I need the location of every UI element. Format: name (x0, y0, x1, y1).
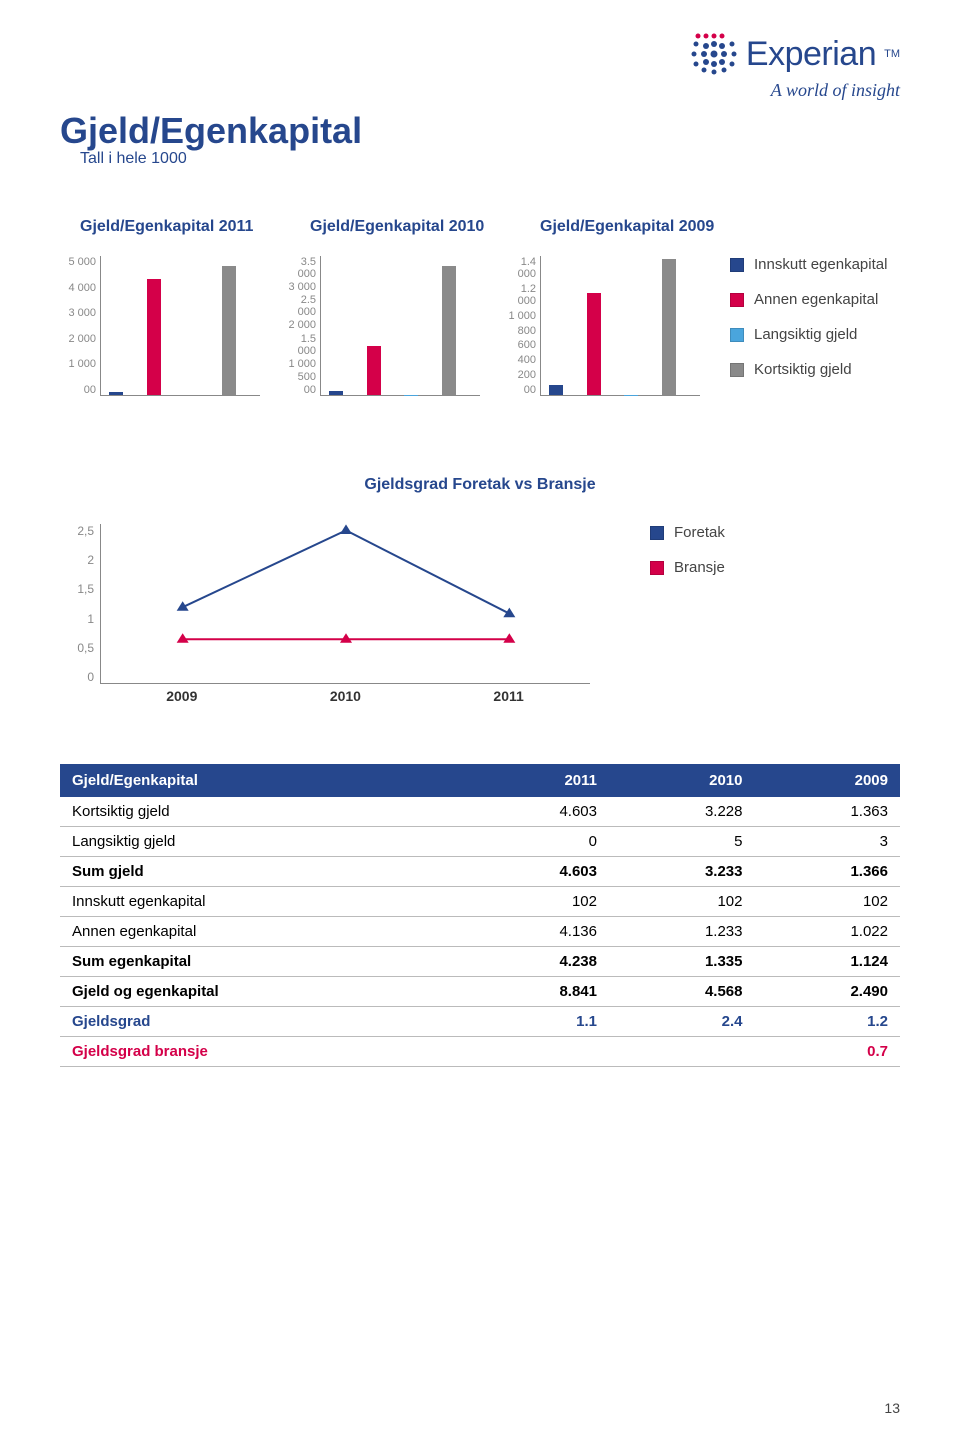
bar-annen (147, 279, 161, 395)
legend-bransje: Bransje (650, 559, 725, 576)
line-chart: 2,521,510,50 200920102011 (70, 524, 590, 704)
page-number: 13 (884, 1400, 900, 1416)
legend-bransje-label: Bransje (674, 559, 725, 576)
table-header-row: Gjeld/Egenkapital 2011 2010 2009 (60, 764, 900, 797)
line-legend: Foretak Bransje (650, 524, 725, 594)
bar-chart-1: 3.5 0003 0002.5 0002 0001.5 0001 0005000… (280, 256, 480, 416)
bar-chart-titles: Gjeld/Egenkapital 2011 Gjeld/Egenkapital… (80, 218, 900, 236)
brand-tagline: A world of insight (690, 80, 900, 101)
bar-annen (587, 293, 601, 395)
legend-annen-label: Annen egenkapital (754, 291, 878, 308)
page-subtitle: Tall i hele 1000 (80, 150, 900, 168)
legend-innskutt-label: Innskutt egenkapital (754, 256, 887, 273)
table-row: Gjeldsgrad1.12.41.2 (60, 1007, 900, 1037)
table-row: Annen egenkapital4.1361.2331.022 (60, 917, 900, 947)
line-chart-row: 2,521,510,50 200920102011 Foretak Bransj… (60, 524, 900, 704)
bar-kortsiktig (222, 266, 236, 395)
bar-innskutt (329, 391, 343, 395)
swatch-annen (730, 293, 744, 307)
swatch-bransje (650, 561, 664, 575)
bar-charts-row: 5 0004 0003 0002 0001 000003.5 0003 0002… (60, 256, 900, 416)
legend-annen: Annen egenkapital (730, 291, 887, 308)
swatch-innskutt (730, 258, 744, 272)
bar-chart-2: 1.4 0001.2 0001 00080060040020000 (500, 256, 700, 416)
legend-kortsiktig: Kortsiktig gjeld (730, 361, 887, 378)
legend-langsiktig: Langsiktig gjeld (730, 326, 887, 343)
legend-foretak-label: Foretak (674, 524, 725, 541)
legend-kortsiktig-label: Kortsiktig gjeld (754, 361, 852, 378)
legend-foretak: Foretak (650, 524, 725, 541)
data-table-section: Gjeld/Egenkapital 2011 2010 2009 Kortsik… (60, 764, 900, 1067)
experian-dots-icon (690, 30, 738, 78)
bar-innskutt (109, 392, 123, 395)
bar-annen (367, 346, 381, 395)
table-row: Gjeldsgrad bransje0.7 (60, 1037, 900, 1067)
bar-kortsiktig (662, 259, 676, 395)
bar-kortsiktig (442, 266, 456, 395)
swatch-foretak (650, 526, 664, 540)
table-row: Gjeld og egenkapital8.8414.5682.490 (60, 977, 900, 1007)
line-chart-title: Gjeldsgrad Foretak vs Bransje (60, 476, 900, 494)
swatch-langsiktig (730, 328, 744, 342)
page-title: Gjeld/Egenkapital (60, 110, 900, 152)
brand-name: Experian (746, 35, 876, 74)
brand-logo: Experian TM A world of insight (690, 30, 900, 101)
table-row: Langsiktig gjeld053 (60, 827, 900, 857)
th-2: 2010 (609, 764, 754, 797)
chart-title-2010: Gjeld/Egenkapital 2010 (310, 218, 510, 236)
bar-innskutt (549, 385, 563, 395)
swatch-kortsiktig (730, 363, 744, 377)
chart-title-2011: Gjeld/Egenkapital 2011 (80, 218, 280, 236)
gjeld-egenkapital-table: Gjeld/Egenkapital 2011 2010 2009 Kortsik… (60, 764, 900, 1067)
th-1: 2011 (464, 764, 609, 797)
bar-legend: Innskutt egenkapital Annen egenkapital L… (730, 256, 887, 396)
table-row: Kortsiktig gjeld4.6033.2281.363 (60, 797, 900, 827)
table-row: Innskutt egenkapital102102102 (60, 887, 900, 917)
th-3: 2009 (754, 764, 900, 797)
bar-chart-0: 5 0004 0003 0002 0001 00000 (60, 256, 260, 416)
table-row: Sum gjeld4.6033.2331.366 (60, 857, 900, 887)
table-row: Sum egenkapital4.2381.3351.124 (60, 947, 900, 977)
legend-langsiktig-label: Langsiktig gjeld (754, 326, 857, 343)
chart-title-2009: Gjeld/Egenkapital 2009 (540, 218, 740, 236)
tm-icon: TM (884, 48, 900, 60)
legend-innskutt: Innskutt egenkapital (730, 256, 887, 273)
th-0: Gjeld/Egenkapital (60, 764, 464, 797)
